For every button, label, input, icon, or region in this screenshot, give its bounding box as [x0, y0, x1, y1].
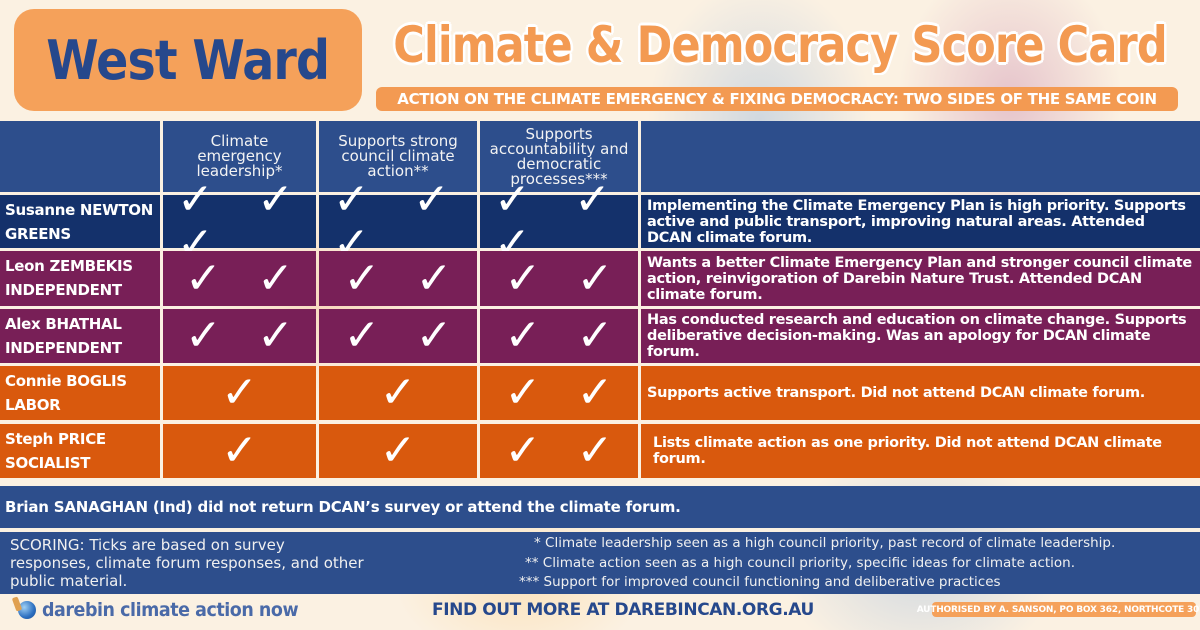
candidate-party: INDEPENDENT: [5, 281, 122, 299]
check-mark-icon: ✓ ✓ ✓: [480, 177, 638, 265]
footnotes: * Climate leadership seen as a high coun…: [512, 534, 1192, 593]
column-header-climate-leadership: Climate emergency leadership*: [163, 121, 316, 192]
check-mark-icon: ✓ ✓: [480, 251, 638, 306]
candidate-name: Alex BHATHAL: [5, 315, 122, 333]
check-mark-icon: ✓ ✓: [480, 366, 638, 420]
check-mark-icon: ✓ ✓ ✓: [163, 177, 316, 265]
candidate-party: GREENS: [5, 225, 71, 243]
candidate-description: Wants a better Climate Emergency Plan an…: [641, 251, 1200, 306]
header-blank-cell: [0, 121, 160, 192]
candidate-name: Steph PRICE: [5, 430, 106, 448]
footnote-3: *** Support for improved council functio…: [519, 574, 1001, 590]
dcan-logo[interactable]: darebin climate action now: [18, 599, 320, 621]
scoring-explanation: SCORING: Ticks are based on survey respo…: [10, 536, 364, 590]
page-title: Climate & Democracy Score Card: [393, 16, 1167, 74]
candidate-name-cell: Steph PRICE SOCIALIST: [0, 424, 160, 478]
column-header-accountability: Supports accountability and democratic p…: [480, 121, 638, 192]
candidate-name-cell: Alex BHATHAL INDEPENDENT: [0, 309, 160, 363]
footnote-2: ** Climate action seen as a high council…: [525, 554, 1076, 571]
table-row: Steph PRICE SOCIALIST ✓ ✓ ✓ ✓ Lists clim…: [0, 424, 1200, 478]
check-mark-icon: ✓ ✓: [163, 309, 316, 363]
ward-badge: West Ward: [14, 9, 362, 111]
column-header-council-action: Supports strong council climate action**: [319, 121, 477, 192]
candidate-name: Susanne NEWTON: [5, 201, 153, 219]
check-mark-icon: ✓: [163, 366, 316, 420]
check-mark-icon: ✓ ✓: [480, 424, 638, 478]
header-description-cell: [641, 121, 1200, 192]
footnote-1: * Climate leadership seen as a high coun…: [534, 535, 1116, 551]
table-row: Connie BOGLIS LABOR ✓ ✓ ✓ ✓ Supports act…: [0, 366, 1200, 420]
check-mark-icon: ✓ ✓: [480, 309, 638, 363]
subtitle-banner: ACTION ON THE CLIMATE EMERGENCY & FIXING…: [376, 87, 1178, 111]
candidate-party: INDEPENDENT: [5, 339, 122, 357]
non-respondent-banner: Brian SANAGHAN (Ind) did not return DCAN…: [0, 486, 1200, 528]
logo-text: darebin climate action now: [42, 599, 299, 621]
candidate-description: Implementing the Climate Emergency Plan …: [641, 195, 1200, 248]
table-row: Leon ZEMBEKIS INDEPENDENT ✓ ✓ ✓ ✓ ✓ ✓ Wa…: [0, 251, 1200, 306]
candidate-description: Lists climate action as one priority. Di…: [641, 424, 1200, 478]
globe-icon: [18, 601, 36, 619]
candidate-name-cell: Connie BOGLIS LABOR: [0, 366, 160, 420]
candidate-name-cell: Leon ZEMBEKIS INDEPENDENT: [0, 251, 160, 306]
check-mark-icon: ✓: [319, 366, 477, 420]
check-mark-icon: ✓: [163, 424, 316, 478]
candidate-party: SOCIALIST: [5, 454, 91, 472]
check-mark-icon: ✓ ✓: [319, 309, 477, 363]
check-mark-icon: ✓: [319, 424, 477, 478]
table-row: Alex BHATHAL INDEPENDENT ✓ ✓ ✓ ✓ ✓ ✓ Has…: [0, 309, 1200, 363]
candidate-name: Connie BOGLIS: [5, 372, 127, 390]
candidate-description: Supports active transport. Did not atten…: [641, 366, 1200, 420]
table-row: Susanne NEWTON GREENS ✓ ✓ ✓ ✓ ✓ ✓ ✓ ✓ ✓ …: [0, 177, 1200, 265]
candidate-name: Leon ZEMBEKIS: [5, 257, 133, 275]
scoring-panel: SCORING: Ticks are based on survey respo…: [0, 532, 1200, 594]
check-mark-icon: ✓ ✓: [319, 251, 477, 306]
candidate-party: LABOR: [5, 396, 61, 414]
check-mark-icon: ✓ ✓ ✓: [319, 177, 477, 265]
check-mark-icon: ✓ ✓: [163, 251, 316, 306]
ward-title: West Ward: [46, 28, 331, 92]
authorisation-notice: AUTHORISED BY A. SANSON, PO BOX 362, NOR…: [917, 602, 1200, 617]
find-out-more-link[interactable]: FIND OUT MORE AT DAREBINCAN.ORG.AU: [432, 600, 814, 620]
candidate-description: Has conducted research and education on …: [641, 309, 1200, 363]
table-header-row: Climate emergency leadership* Supports s…: [0, 121, 1200, 192]
candidate-name-cell: Susanne NEWTON GREENS: [0, 195, 160, 248]
